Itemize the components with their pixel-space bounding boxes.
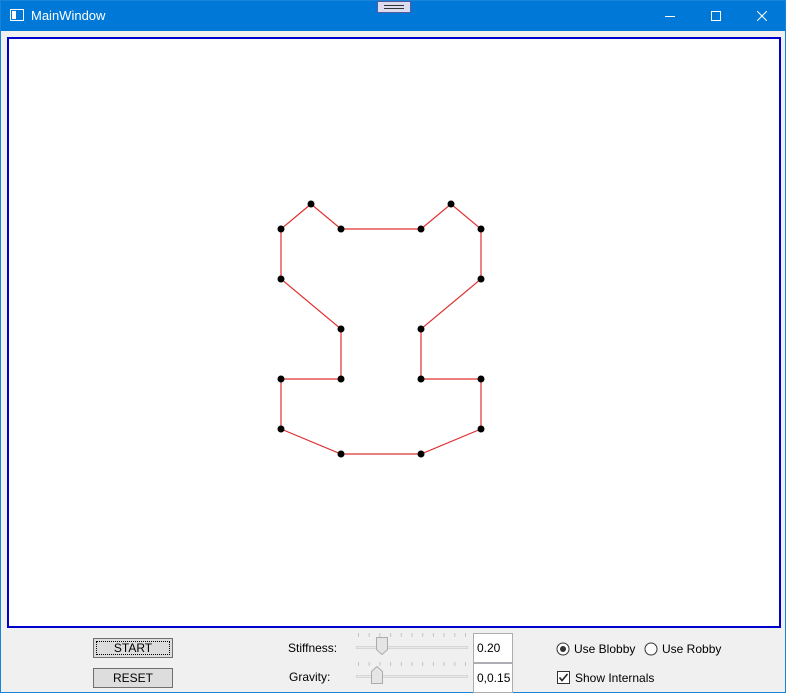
blob-point[interactable] bbox=[277, 425, 285, 433]
window-title: MainWindow bbox=[31, 8, 106, 23]
use-robby-label: Use Robby bbox=[662, 642, 722, 656]
simulation-canvas[interactable] bbox=[7, 37, 781, 628]
slider-thumb[interactable] bbox=[371, 666, 383, 684]
reset-button[interactable]: RESET bbox=[93, 668, 173, 688]
blob-point[interactable] bbox=[477, 375, 485, 383]
gravity-value-field[interactable]: 0,0.15 bbox=[473, 663, 513, 693]
minimize-icon bbox=[665, 16, 675, 17]
app-window-icon bbox=[10, 9, 24, 21]
maximize-button[interactable] bbox=[693, 1, 739, 31]
slider-ticks bbox=[358, 662, 466, 666]
stiffness-slider[interactable] bbox=[356, 633, 468, 659]
blob-drawing bbox=[277, 200, 485, 458]
stiffness-value-field[interactable]: 0.20 bbox=[473, 633, 513, 663]
stiffness-label: Stiffness: bbox=[288, 641, 338, 655]
blob-point[interactable] bbox=[277, 375, 285, 383]
blob-point[interactable] bbox=[417, 375, 425, 383]
show-internals-label: Show Internals bbox=[575, 671, 655, 685]
blob-point[interactable] bbox=[417, 450, 425, 458]
slider-track bbox=[356, 646, 468, 649]
blob-point[interactable] bbox=[277, 225, 285, 233]
slider-ticks bbox=[358, 633, 466, 637]
show-internals-checkbox[interactable] bbox=[557, 671, 570, 684]
drag-handle-icon[interactable] bbox=[377, 1, 411, 13]
gravity-slider[interactable] bbox=[356, 662, 468, 688]
maximize-icon bbox=[711, 11, 721, 21]
blob-point[interactable] bbox=[417, 325, 425, 333]
use-robby-radio[interactable] bbox=[644, 642, 658, 656]
title-bar[interactable]: MainWindow bbox=[1, 1, 785, 31]
blob-point[interactable] bbox=[477, 225, 485, 233]
blob-point[interactable] bbox=[307, 200, 315, 208]
close-button[interactable] bbox=[739, 1, 785, 31]
blob-point[interactable] bbox=[477, 425, 485, 433]
start-button-label: START bbox=[113, 641, 153, 655]
blob-point[interactable] bbox=[337, 375, 345, 383]
use-blobby-label: Use Blobby bbox=[574, 642, 636, 656]
blob-point[interactable] bbox=[337, 225, 345, 233]
blob-point[interactable] bbox=[447, 200, 455, 208]
blob-point[interactable] bbox=[337, 325, 345, 333]
reset-button-label: RESET bbox=[112, 671, 153, 685]
slider-track bbox=[356, 675, 468, 678]
blob-point[interactable] bbox=[337, 450, 345, 458]
focus-ring bbox=[96, 641, 170, 655]
minimize-button[interactable] bbox=[647, 1, 693, 31]
blob-point[interactable] bbox=[477, 275, 485, 283]
blob-outline bbox=[280, 203, 482, 455]
blob-point[interactable] bbox=[277, 275, 285, 283]
start-button[interactable]: START bbox=[93, 638, 173, 658]
slider-thumb[interactable] bbox=[376, 637, 388, 655]
close-icon bbox=[757, 11, 767, 21]
gravity-label: Gravity: bbox=[289, 670, 331, 684]
use-blobby-radio[interactable] bbox=[556, 642, 570, 656]
blob-point[interactable] bbox=[417, 225, 425, 233]
